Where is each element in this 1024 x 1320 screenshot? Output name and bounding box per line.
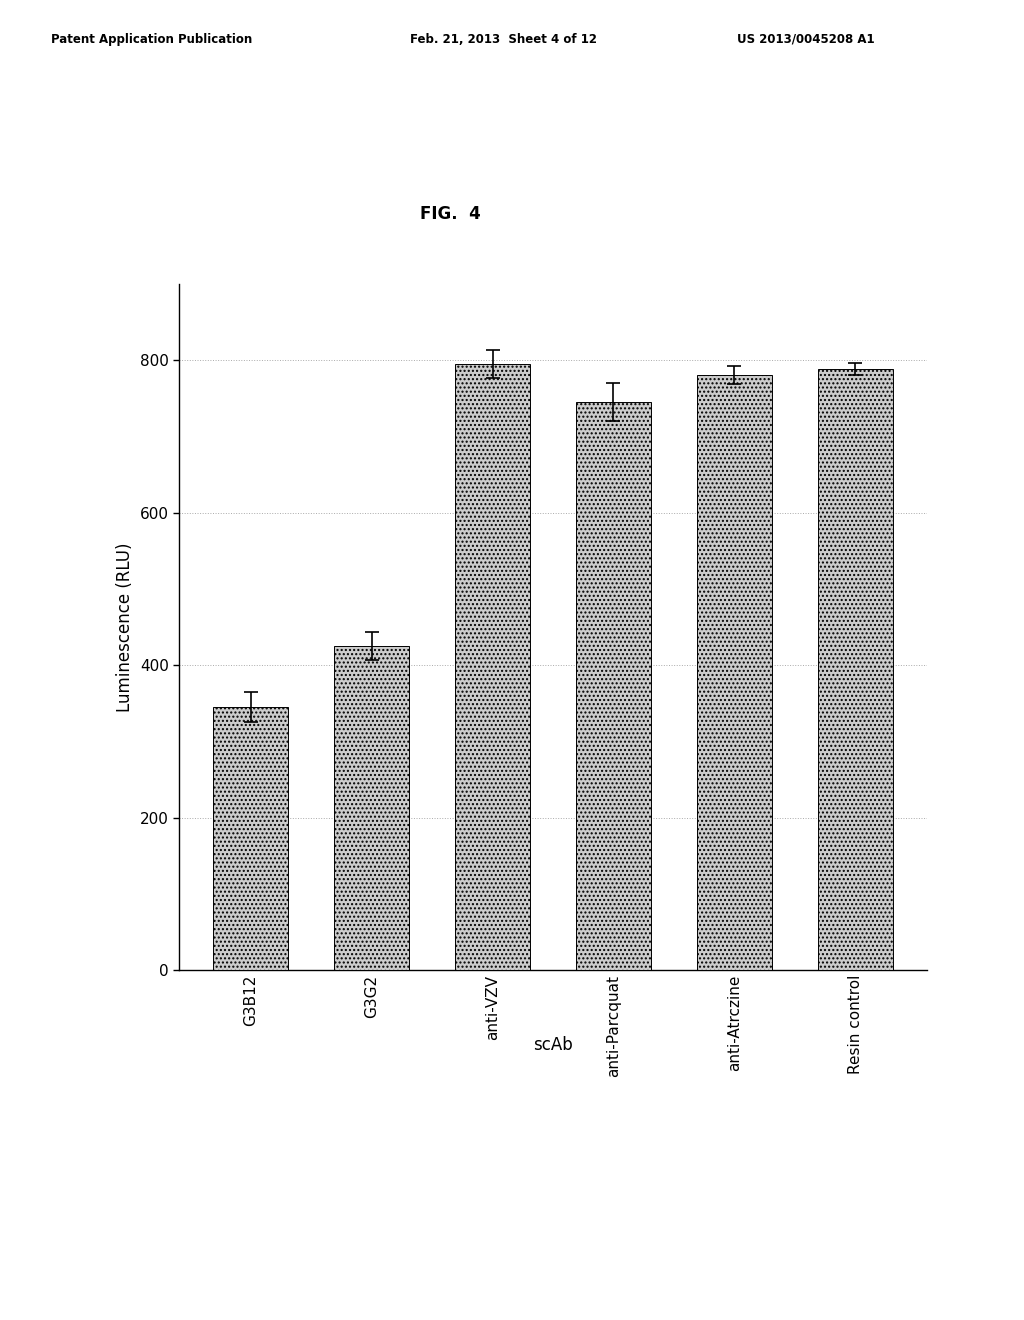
Bar (818, 370, 893, 970)
Text: US 2013/0045208 A1: US 2013/0045208 A1 (737, 33, 874, 46)
Text: scAb: scAb (534, 1036, 572, 1055)
Text: FIG.  4: FIG. 4 (420, 205, 481, 223)
Y-axis label: Luminescence (RLU): Luminescence (RLU) (117, 543, 134, 711)
Text: Patent Application Publication: Patent Application Publication (51, 33, 253, 46)
Bar (575, 403, 651, 970)
Bar (697, 375, 772, 970)
Bar (455, 364, 530, 970)
Bar (213, 708, 288, 970)
Bar (334, 645, 409, 970)
Text: Feb. 21, 2013  Sheet 4 of 12: Feb. 21, 2013 Sheet 4 of 12 (410, 33, 597, 46)
